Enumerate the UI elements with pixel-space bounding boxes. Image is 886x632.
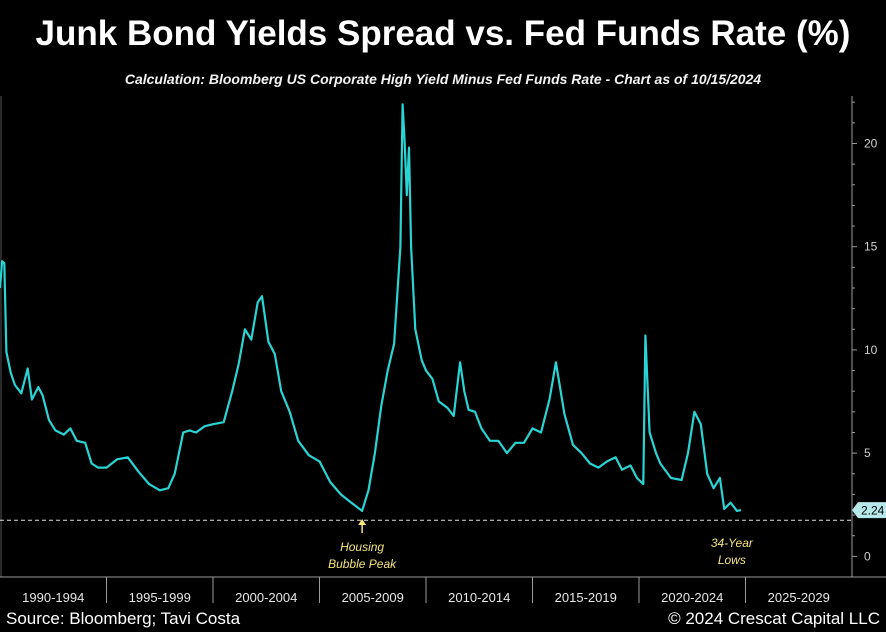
annotation-lows-text: 34-Year bbox=[711, 536, 754, 550]
annotation-housing-text: Housing bbox=[340, 540, 384, 554]
series-line bbox=[0, 103, 742, 512]
last-value-tag bbox=[852, 502, 886, 519]
chart-subtitle: Calculation: Bloomberg US Corporate High… bbox=[124, 71, 762, 87]
annotation-arrowhead bbox=[358, 518, 367, 525]
chart-title: Junk Bond Yields Spread vs. Fed Funds Ra… bbox=[35, 14, 851, 53]
annotation-housing-text: Bubble Peak bbox=[328, 557, 397, 571]
x-tick-label: 1995-1999 bbox=[129, 590, 191, 605]
last-value-label: 2.24 bbox=[861, 504, 885, 518]
x-tick-label: 2000-2004 bbox=[235, 590, 297, 605]
y-tick-label: 15 bbox=[864, 240, 878, 254]
source-note: Source: Bloomberg; Tavi Costa bbox=[6, 609, 241, 628]
copyright-note: © 2024 Crescat Capital LLC bbox=[668, 609, 880, 628]
annotation-lows-text: Lows bbox=[718, 553, 746, 567]
x-tick-label: 2025-2029 bbox=[768, 590, 830, 605]
y-tick-label: 10 bbox=[864, 343, 878, 357]
y-tick-label: 0 bbox=[864, 549, 871, 563]
x-tick-label: 1990-1994 bbox=[22, 590, 84, 605]
x-tick-label: 2005-2009 bbox=[342, 590, 404, 605]
x-tick-label: 2010-2014 bbox=[448, 590, 510, 605]
x-tick-label: 2020-2024 bbox=[661, 590, 723, 605]
x-tick-label: 2015-2019 bbox=[555, 590, 617, 605]
y-tick-label: 20 bbox=[864, 136, 878, 150]
y-tick-label: 5 bbox=[864, 446, 871, 460]
